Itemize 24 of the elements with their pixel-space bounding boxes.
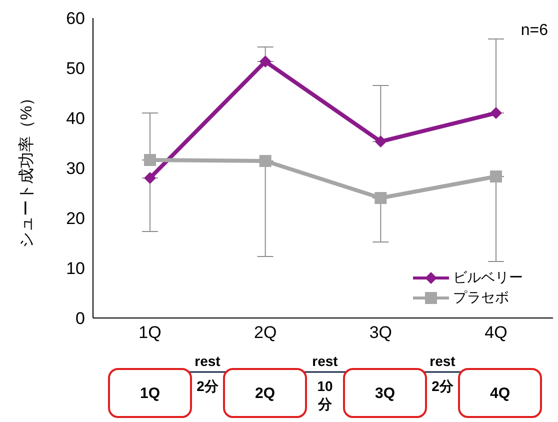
legend-label: ビルベリー xyxy=(453,269,523,287)
x-tick-label: 4Q xyxy=(484,323,508,342)
point xyxy=(144,154,156,166)
y-tick-label: 60 xyxy=(66,9,85,28)
x-tick-label: 1Q xyxy=(138,323,162,342)
y-tick-label: 30 xyxy=(66,159,85,178)
y-tick-label: 20 xyxy=(66,209,85,228)
point xyxy=(259,56,272,68)
annotation: n=6 xyxy=(520,22,548,40)
y-tick-label: 10 xyxy=(66,259,85,278)
x-tick-label: 2Q xyxy=(254,323,277,342)
y-tick-label: 50 xyxy=(66,59,85,78)
point xyxy=(259,155,272,167)
point xyxy=(144,172,156,184)
point xyxy=(490,170,502,182)
legend-label: プラセボ xyxy=(453,289,509,307)
y-tick-label: 0 xyxy=(76,309,85,328)
y-tick-label: 40 xyxy=(66,109,85,128)
point xyxy=(374,192,387,204)
session-schedule: 1Q 2Q 3Q 4Q rest 2分 rest 10分 rest 2分 xyxy=(8,353,558,418)
y-axis-title: シュート成功率（%） xyxy=(18,90,36,248)
point xyxy=(490,107,502,119)
point xyxy=(374,136,387,148)
x-tick-label: 3Q xyxy=(369,323,392,342)
